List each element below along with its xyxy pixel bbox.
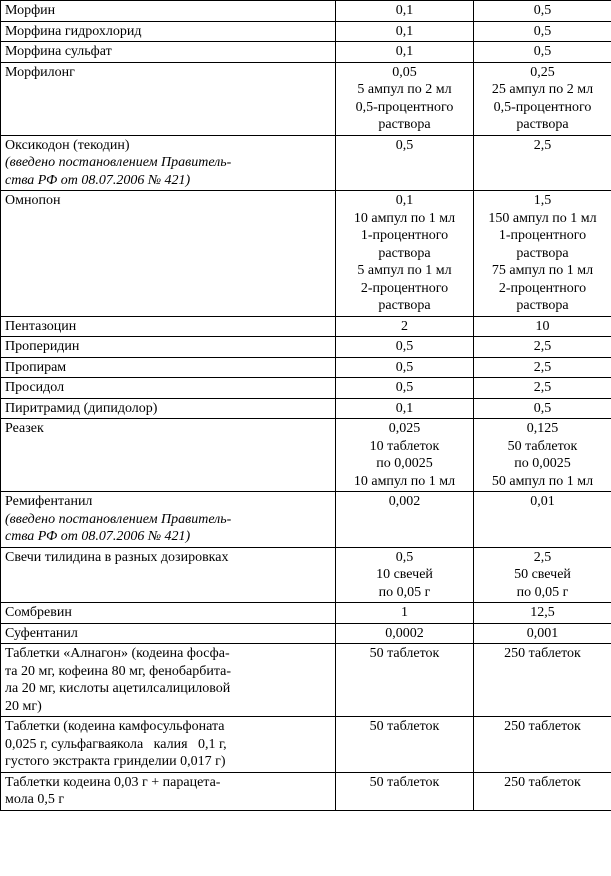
value-cell-large: 0,2525 ампул по 2 мл0,5-процентногораств… bbox=[474, 62, 611, 135]
value-cell-large: 0,01 bbox=[474, 492, 611, 548]
table-row: Морфин0,10,5 bbox=[1, 1, 611, 22]
drug-table-body: Морфин0,10,5Морфина гидрохлорид0,10,5Мор… bbox=[1, 1, 611, 811]
value-cell-small: 0,1 bbox=[336, 398, 474, 419]
value-cell-small: 50 таблеток bbox=[336, 717, 474, 773]
value-cell-small: 0,02510 таблетокпо 0,002510 ампул по 1 м… bbox=[336, 419, 474, 492]
table-row: Таблетки (кодеина камфосульфоната0,025 г… bbox=[1, 717, 611, 773]
drug-name-cell: Ремифентанил(введено постановлением Прав… bbox=[1, 492, 336, 548]
value-cell-large: 0,5 bbox=[474, 398, 611, 419]
value-cell-large: 0,001 bbox=[474, 623, 611, 644]
drug-name-cell: Морфина сульфат bbox=[1, 42, 336, 63]
drug-name-cell: Просидол bbox=[1, 378, 336, 399]
drug-name-cell: Пиритрамид (дипидолор) bbox=[1, 398, 336, 419]
value-cell-large: 0,5 bbox=[474, 21, 611, 42]
table-row: Свечи тилидина в разных дозировках0,510 … bbox=[1, 547, 611, 603]
table-row: Таблетки кодеина 0,03 г + парацета-мола … bbox=[1, 772, 611, 810]
value-cell-large: 12,5 bbox=[474, 603, 611, 624]
table-row: Суфентанил0,00020,001 bbox=[1, 623, 611, 644]
table-row: Просидол0,52,5 bbox=[1, 378, 611, 399]
drug-name-cell: Омнопон bbox=[1, 191, 336, 317]
table-row: Оксикодон (текодин)(введено постановлени… bbox=[1, 135, 611, 191]
value-cell-large: 1,5150 ампул по 1 мл1-процентногораствор… bbox=[474, 191, 611, 317]
table-row: Пропирам0,52,5 bbox=[1, 357, 611, 378]
table-row: Реазек0,02510 таблетокпо 0,002510 ампул … bbox=[1, 419, 611, 492]
value-cell-small: 1 bbox=[336, 603, 474, 624]
value-cell-large: 2,5 bbox=[474, 337, 611, 358]
table-row: Омнопон0,110 ампул по 1 мл1-процентногор… bbox=[1, 191, 611, 317]
table-row: Морфилонг0,055 ампул по 2 мл0,5-процентн… bbox=[1, 62, 611, 135]
drug-table: Морфин0,10,5Морфина гидрохлорид0,10,5Мор… bbox=[0, 0, 611, 811]
table-row: Ремифентанил(введено постановлением Прав… bbox=[1, 492, 611, 548]
value-cell-large: 2,5 bbox=[474, 135, 611, 191]
value-cell-small: 0,0002 bbox=[336, 623, 474, 644]
value-cell-small: 0,5 bbox=[336, 337, 474, 358]
value-cell-small: 2 bbox=[336, 316, 474, 337]
value-cell-small: 50 таблеток bbox=[336, 644, 474, 717]
value-cell-large: 0,5 bbox=[474, 1, 611, 22]
value-cell-large: 2,5 bbox=[474, 357, 611, 378]
drug-name-cell: Оксикодон (текодин)(введено постановлени… bbox=[1, 135, 336, 191]
value-cell-small: 0,055 ампул по 2 мл0,5-процентногораство… bbox=[336, 62, 474, 135]
table-row: Пентазоцин210 bbox=[1, 316, 611, 337]
drug-name-cell: Таблетки кодеина 0,03 г + парацета-мола … bbox=[1, 772, 336, 810]
value-cell-large: 2,550 свечейпо 0,05 г bbox=[474, 547, 611, 603]
value-cell-large: 250 таблеток bbox=[474, 644, 611, 717]
drug-name-cell: Пентазоцин bbox=[1, 316, 336, 337]
drug-name-cell: Реазек bbox=[1, 419, 336, 492]
value-cell-small: 0,1 bbox=[336, 1, 474, 22]
drug-name-cell: Морфин bbox=[1, 1, 336, 22]
table-row: Проперидин0,52,5 bbox=[1, 337, 611, 358]
value-cell-small: 0,510 свечейпо 0,05 г bbox=[336, 547, 474, 603]
value-cell-small: 0,1 bbox=[336, 21, 474, 42]
value-cell-small: 0,5 bbox=[336, 357, 474, 378]
drug-name-cell: Таблетки (кодеина камфосульфоната0,025 г… bbox=[1, 717, 336, 773]
table-row: Морфина сульфат0,10,5 bbox=[1, 42, 611, 63]
table-row: Таблетки «Алнагон» (кодеина фосфа-та 20 … bbox=[1, 644, 611, 717]
value-cell-large: 2,5 bbox=[474, 378, 611, 399]
drug-name-cell: Свечи тилидина в разных дозировках bbox=[1, 547, 336, 603]
table-row: Сомбревин112,5 bbox=[1, 603, 611, 624]
drug-name-cell: Пропирам bbox=[1, 357, 336, 378]
value-cell-large: 0,12550 таблетокпо 0,002550 ампул по 1 м… bbox=[474, 419, 611, 492]
value-cell-small: 50 таблеток bbox=[336, 772, 474, 810]
drug-name-cell: Сомбревин bbox=[1, 603, 336, 624]
drug-name-cell: Суфентанил bbox=[1, 623, 336, 644]
drug-name-cell: Морфилонг bbox=[1, 62, 336, 135]
value-cell-small: 0,5 bbox=[336, 378, 474, 399]
value-cell-small: 0,002 bbox=[336, 492, 474, 548]
table-row: Пиритрамид (дипидолор)0,10,5 bbox=[1, 398, 611, 419]
table-row: Морфина гидрохлорид0,10,5 bbox=[1, 21, 611, 42]
value-cell-large: 250 таблеток bbox=[474, 772, 611, 810]
value-cell-large: 250 таблеток bbox=[474, 717, 611, 773]
value-cell-large: 0,5 bbox=[474, 42, 611, 63]
drug-name-cell: Проперидин bbox=[1, 337, 336, 358]
value-cell-large: 10 bbox=[474, 316, 611, 337]
value-cell-small: 0,110 ампул по 1 мл1-процентногораствора… bbox=[336, 191, 474, 317]
drug-name-cell: Морфина гидрохлорид bbox=[1, 21, 336, 42]
drug-name-cell: Таблетки «Алнагон» (кодеина фосфа-та 20 … bbox=[1, 644, 336, 717]
value-cell-small: 0,1 bbox=[336, 42, 474, 63]
value-cell-small: 0,5 bbox=[336, 135, 474, 191]
